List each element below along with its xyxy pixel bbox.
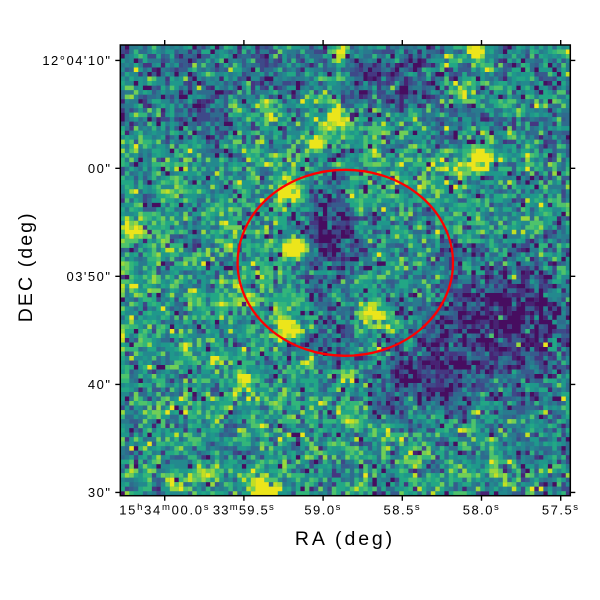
svg-text:03'50": 03'50"	[66, 269, 111, 284]
svg-text:00": 00"	[88, 161, 112, 176]
svg-text:DEC (deg): DEC (deg)	[15, 211, 37, 322]
svg-text:40": 40"	[88, 377, 112, 392]
svg-text:12°04'10": 12°04'10"	[42, 53, 111, 68]
svg-text:57.5s: 57.5s	[542, 502, 580, 518]
svg-text:59.0s: 59.0s	[304, 502, 342, 518]
svg-text:33m59.5s: 33m59.5s	[213, 502, 275, 518]
svg-text:RA (deg): RA (deg)	[295, 528, 395, 550]
svg-text:30": 30"	[88, 485, 112, 500]
svg-text:58.0s: 58.0s	[463, 502, 501, 518]
svg-text:15h34m00.0s: 15h34m00.0s	[119, 502, 210, 518]
svg-text:58.5s: 58.5s	[384, 502, 422, 518]
